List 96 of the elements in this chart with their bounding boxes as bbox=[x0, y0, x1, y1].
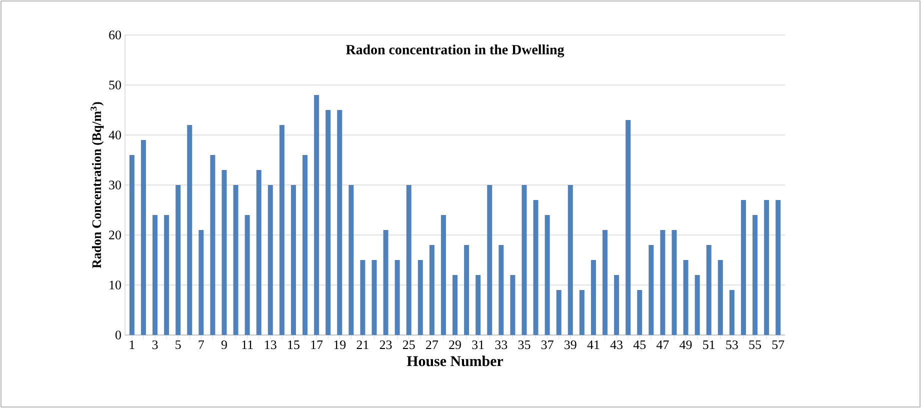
x-tick-label: 29 bbox=[449, 340, 461, 350]
y-tick-label: 0 bbox=[116, 330, 121, 340]
x-tick-label: 19 bbox=[334, 340, 346, 350]
x-tick-label: 45 bbox=[633, 340, 646, 350]
bar bbox=[672, 230, 677, 335]
bar bbox=[256, 170, 262, 335]
x-tick-label: 49 bbox=[680, 340, 692, 350]
bar bbox=[487, 185, 492, 335]
y-axis-title: Radon Concentration (Bq/m$^{3}$) bbox=[90, 102, 104, 268]
bar bbox=[406, 185, 412, 335]
bar bbox=[476, 275, 481, 335]
bar bbox=[176, 185, 181, 335]
bar bbox=[348, 185, 354, 335]
bar bbox=[568, 185, 573, 335]
x-tick-label: 15 bbox=[288, 340, 300, 350]
x-tick-label: 55 bbox=[749, 340, 761, 350]
x-tick-label: 35 bbox=[518, 340, 530, 350]
x-tick-label: 41 bbox=[587, 340, 600, 349]
bar bbox=[683, 260, 688, 335]
y-tick-label: 50 bbox=[109, 80, 121, 90]
bar bbox=[579, 290, 584, 335]
bar bbox=[614, 275, 620, 335]
x-tick-label: 39 bbox=[564, 340, 576, 350]
x-tick-label: 43 bbox=[610, 340, 623, 350]
bar bbox=[244, 215, 250, 335]
bar bbox=[337, 110, 342, 335]
bar bbox=[464, 245, 470, 335]
x-tick-label: 3 bbox=[152, 340, 158, 350]
bar bbox=[510, 275, 516, 335]
x-tick-label: 23 bbox=[380, 340, 392, 350]
bar bbox=[302, 155, 308, 335]
bar bbox=[533, 200, 538, 335]
bar bbox=[372, 260, 377, 335]
bar bbox=[152, 215, 158, 335]
bar bbox=[626, 120, 631, 335]
bar bbox=[290, 185, 296, 335]
bar bbox=[187, 125, 192, 335]
bar bbox=[740, 200, 746, 335]
x-tick-label: 11 bbox=[242, 340, 253, 349]
bar bbox=[360, 260, 366, 335]
bar bbox=[498, 245, 504, 335]
bar bbox=[590, 260, 596, 335]
x-tick-label: 53 bbox=[726, 340, 738, 350]
y-tick-label: 10 bbox=[110, 280, 121, 290]
bar bbox=[452, 275, 458, 335]
x-tick-label: 47 bbox=[656, 340, 669, 349]
x-tick-label: 5 bbox=[176, 340, 181, 350]
x-tick-label: 13 bbox=[265, 340, 276, 350]
bar bbox=[718, 260, 723, 335]
x-tick-label: 17 bbox=[311, 340, 323, 349]
bar bbox=[222, 170, 227, 335]
bar bbox=[602, 230, 608, 335]
bar bbox=[198, 230, 204, 335]
x-tick-label: 7 bbox=[198, 340, 204, 349]
x-tick-label: 31 bbox=[472, 340, 484, 350]
bar bbox=[394, 260, 400, 335]
x-tick-label: 37 bbox=[541, 340, 554, 350]
x-tick-label: 51 bbox=[703, 340, 715, 350]
bar bbox=[440, 215, 446, 335]
bar bbox=[544, 215, 550, 335]
y-tick-label: 40 bbox=[108, 130, 121, 140]
x-tick-label: 25 bbox=[402, 340, 415, 350]
x-axis-title: House Number bbox=[406, 356, 504, 366]
bar bbox=[268, 185, 273, 335]
bar bbox=[729, 290, 734, 335]
bar bbox=[764, 200, 770, 335]
bar bbox=[279, 125, 284, 335]
x-tick-label: 21 bbox=[356, 340, 368, 350]
y-tick-label: 20 bbox=[109, 230, 121, 240]
bar bbox=[637, 290, 642, 335]
bar bbox=[210, 155, 216, 335]
bar bbox=[233, 185, 238, 335]
bar bbox=[556, 290, 562, 335]
bar bbox=[140, 140, 146, 335]
x-tick-label: 33 bbox=[495, 340, 508, 350]
text: Radon concentration in the Dwelling bbox=[346, 44, 564, 58]
bar bbox=[522, 185, 527, 335]
x-tick-label: 1 bbox=[130, 340, 134, 349]
y-tick-label: 60 bbox=[109, 30, 121, 40]
bar bbox=[706, 245, 712, 335]
bar bbox=[694, 275, 700, 335]
bar bbox=[660, 230, 666, 335]
bar bbox=[383, 230, 388, 335]
bar bbox=[164, 215, 170, 335]
bar bbox=[326, 110, 331, 335]
bar bbox=[752, 215, 758, 335]
bar bbox=[129, 155, 134, 335]
y-tick-label: 30 bbox=[109, 180, 121, 190]
x-tick-label: 57 bbox=[772, 340, 784, 350]
bar bbox=[776, 200, 781, 335]
x-tick-label: 27 bbox=[426, 340, 438, 350]
bar bbox=[314, 95, 320, 335]
bar bbox=[418, 260, 423, 335]
bar bbox=[429, 245, 434, 335]
x-tick-label: 9 bbox=[221, 340, 227, 350]
bar bbox=[648, 245, 654, 335]
